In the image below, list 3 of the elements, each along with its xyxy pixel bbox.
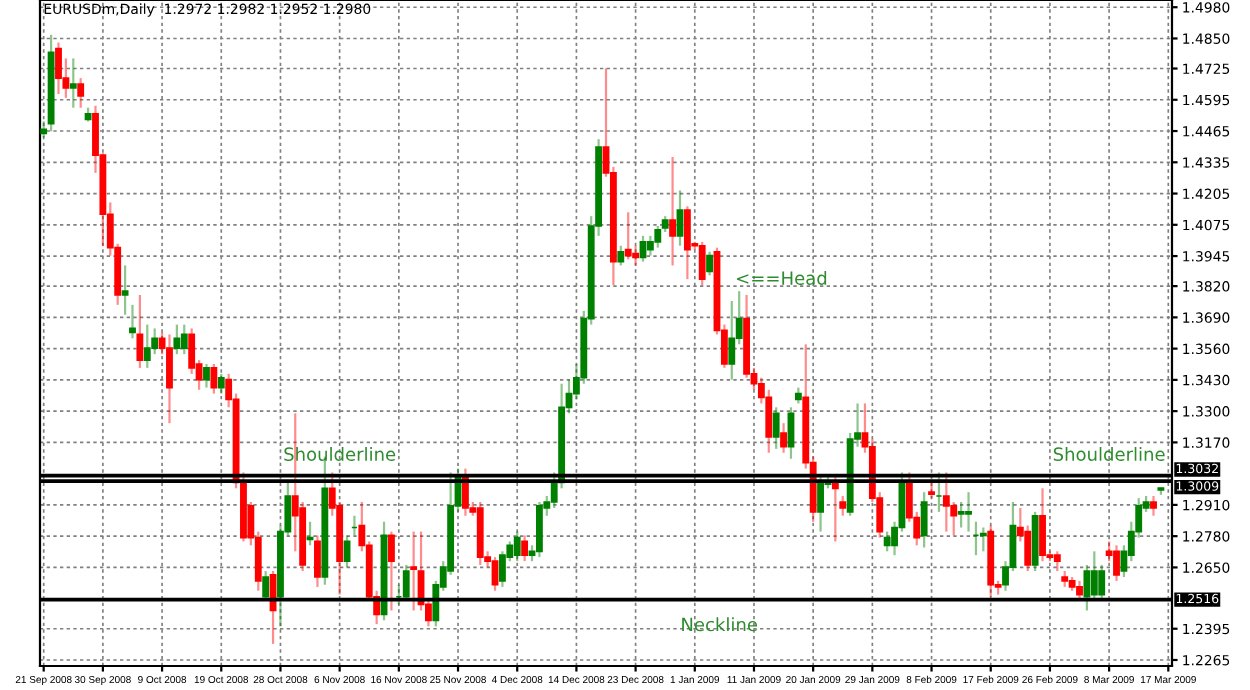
annotation: Neckline [682, 617, 758, 632]
annotation: Shoulderline [1053, 446, 1165, 461]
annotation: <==Head [737, 270, 827, 285]
